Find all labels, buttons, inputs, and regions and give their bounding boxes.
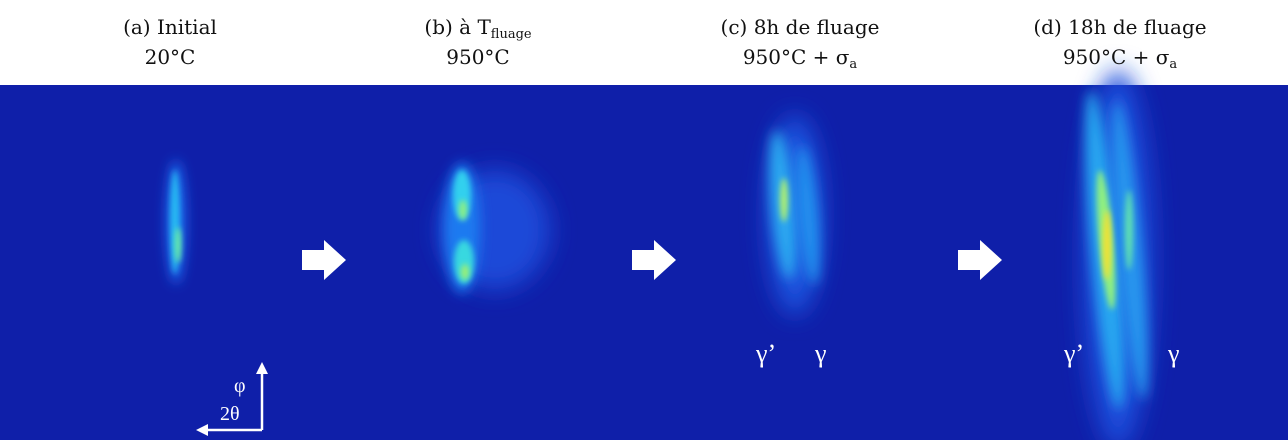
phase-label: γ’ [1063, 339, 1084, 368]
condition-subscript: a [849, 57, 857, 72]
panel-title: (a) Initial [123, 15, 217, 39]
axis-indicator [196, 362, 268, 436]
phase-label: γ [1167, 339, 1180, 368]
panel-condition: 950°C [446, 45, 509, 69]
title-subscript: fluage [491, 27, 532, 42]
panel-condition: 950°C + σa [1063, 45, 1178, 72]
panel-title: (d) 18h de fluage [1033, 15, 1206, 39]
axis-label: φ [234, 375, 246, 397]
phase-label: γ [814, 339, 827, 368]
panel-condition: 950°C + σa [743, 45, 858, 72]
diffraction-spot-b [440, 163, 550, 293]
condition-main: 950°C + σ [743, 45, 850, 69]
step-arrow [632, 240, 676, 280]
step-arrow [958, 240, 1002, 280]
condition-subscript: a [1169, 57, 1177, 72]
phase-label: γ’ [755, 339, 776, 368]
diffraction-spot-a [166, 160, 186, 284]
diffraction-spot-d [1083, 70, 1153, 440]
diffraction-spot-c [767, 115, 823, 315]
condition-main: 950°C + σ [1063, 45, 1170, 69]
step-arrow [302, 240, 346, 280]
panel-condition: 20°C [145, 45, 196, 69]
title-main: (b) à T [424, 15, 491, 39]
axis-label: 2θ [220, 403, 240, 425]
panel-title: (c) 8h de fluage [721, 15, 880, 39]
panel-title: (b) à Tfluage [424, 15, 532, 42]
